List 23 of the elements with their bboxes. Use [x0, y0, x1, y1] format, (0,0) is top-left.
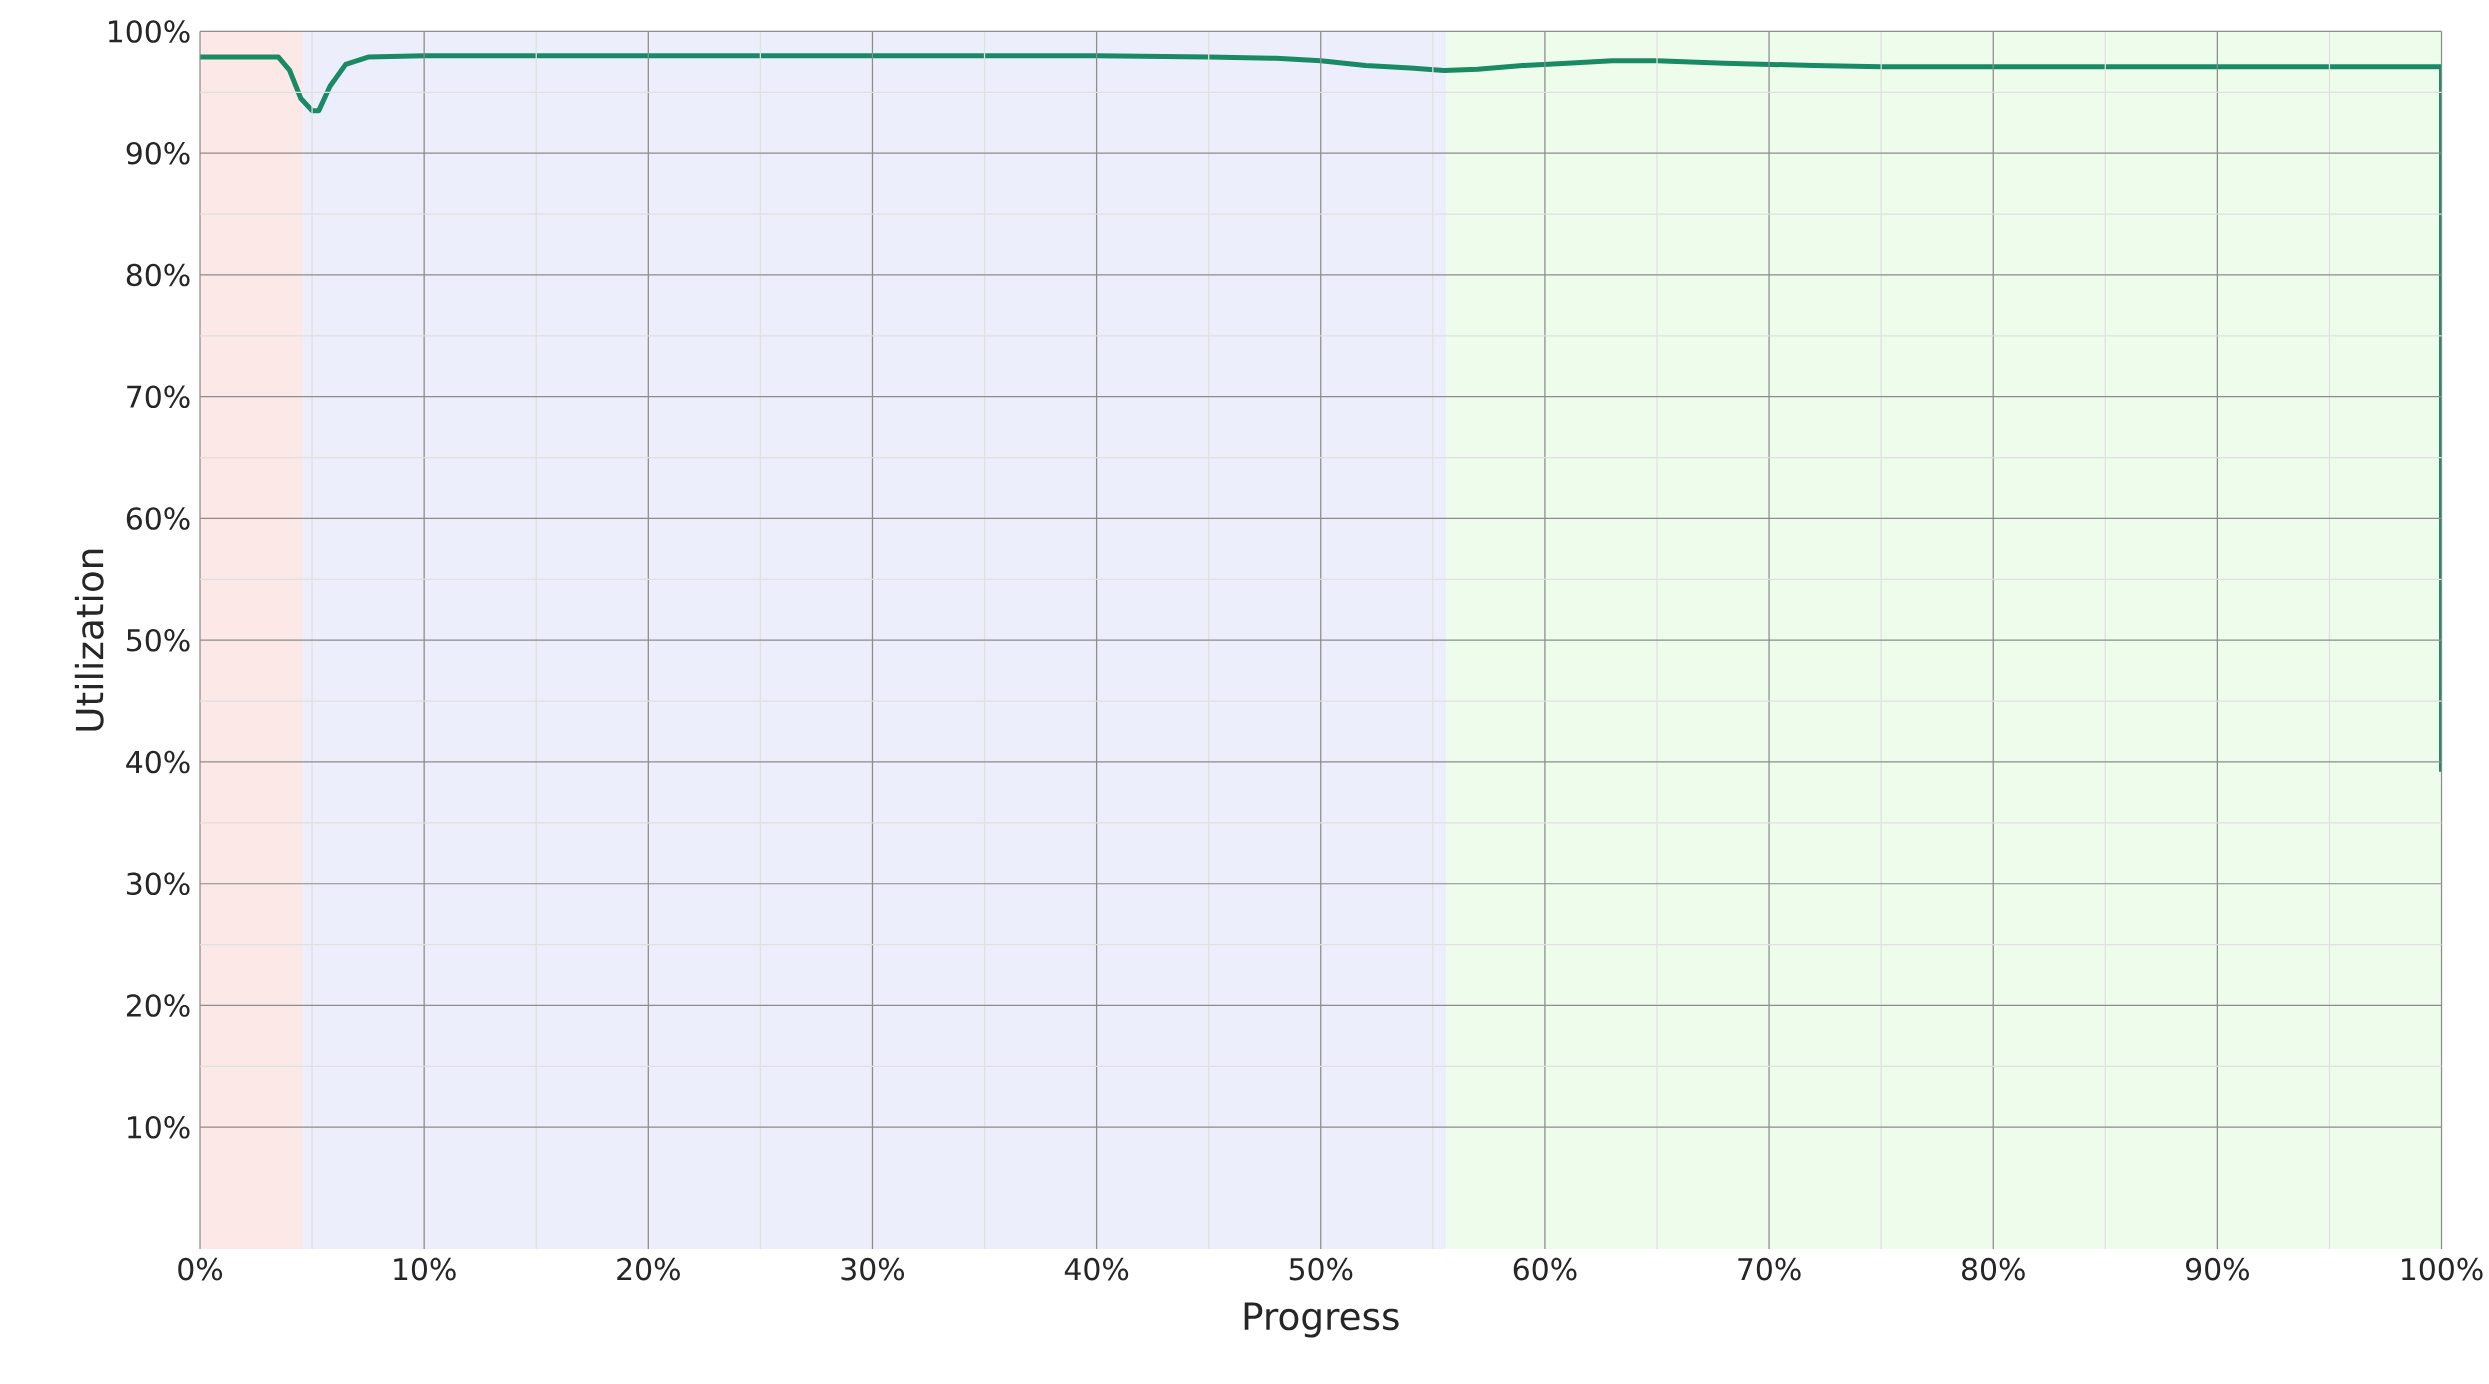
y-tick-label: 70%	[127, 385, 190, 409]
x-tick-label: 50%	[1289, 1257, 1353, 1281]
x-tick-label: 100%	[2402, 1257, 2483, 1281]
y-tick-label: 10%	[128, 1115, 190, 1139]
y-tick-label: 90%	[126, 141, 190, 165]
x-tick-label: 40%	[1064, 1257, 1129, 1281]
y-tick-label: 20%	[126, 994, 190, 1017]
x-tick-label: 80%	[1962, 1257, 2025, 1281]
y-tick-label: 50%	[127, 628, 190, 652]
x-tick-label: 30%	[841, 1257, 905, 1281]
x-tick-label: 20%	[617, 1257, 680, 1281]
y-axis-title: Utilization	[74, 549, 104, 731]
y-tick-label: 30%	[127, 872, 190, 896]
y-tick-label: 80%	[126, 263, 190, 287]
x-tick-label: 0%	[178, 1257, 223, 1281]
x-tick-label: 70%	[1738, 1257, 1801, 1281]
y-tick-label: 60%	[126, 507, 190, 530]
y-tick-label: 40%	[126, 750, 190, 774]
x-tick-label: 10%	[394, 1257, 456, 1281]
x-tick-label: 60%	[1513, 1257, 1577, 1281]
x-tick-label: 90%	[2186, 1257, 2249, 1281]
x-axis-title: Progress	[1244, 1302, 1399, 1338]
y-tick-label: 100%	[109, 20, 190, 43]
